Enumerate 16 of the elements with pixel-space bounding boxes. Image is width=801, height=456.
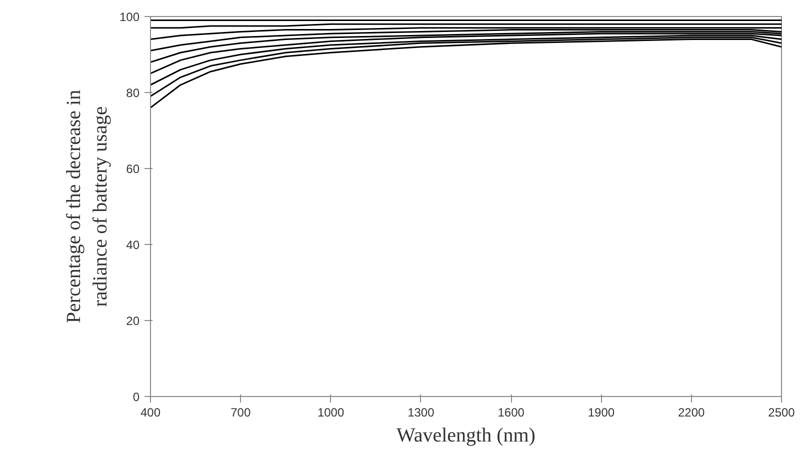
x-tick-label: 400 xyxy=(140,406,161,420)
x-tick-label: 2500 xyxy=(768,406,796,420)
y-tick-label: 0 xyxy=(132,390,140,404)
x-tick-label: 1000 xyxy=(317,406,344,420)
y-tick-label: 80 xyxy=(126,86,140,100)
x-tick-label: 1600 xyxy=(498,406,525,420)
y-tick-label: 20 xyxy=(126,314,140,328)
x-tick-label: 1300 xyxy=(408,406,435,420)
x-tick-label: 1900 xyxy=(588,406,615,420)
x-tick-label: 2200 xyxy=(678,406,706,420)
y-axis-title: Percentage of the decrease in radiance of battery usage xyxy=(63,90,112,324)
y-tick-label: 60 xyxy=(126,162,140,176)
y-tick-label: 40 xyxy=(126,238,140,252)
y-tick-label: 100 xyxy=(119,10,140,24)
x-tick-label: 700 xyxy=(230,406,251,420)
x-axis-title: Wavelength (nm) xyxy=(396,424,536,446)
